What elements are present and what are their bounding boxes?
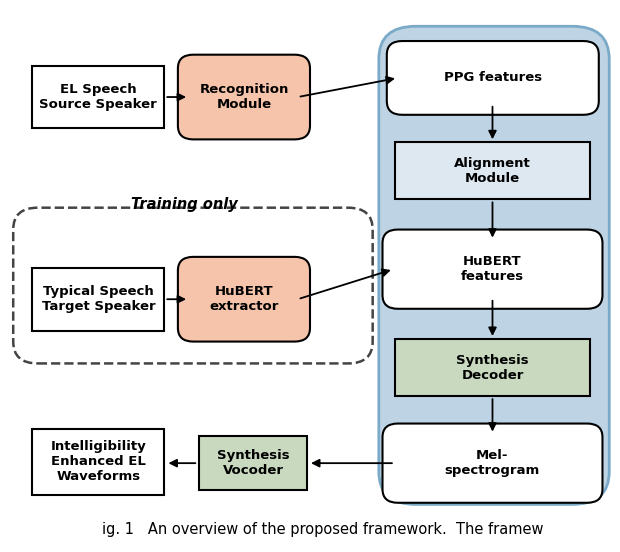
Text: EL Speech
Source Speaker: EL Speech Source Speaker	[40, 83, 157, 111]
FancyBboxPatch shape	[178, 55, 310, 140]
Text: Synthesis
Vocoder: Synthesis Vocoder	[217, 449, 290, 477]
FancyBboxPatch shape	[178, 257, 310, 342]
Text: Typical Speech
Target Speaker: Typical Speech Target Speaker	[42, 285, 155, 313]
Text: HuBERT
features: HuBERT features	[461, 255, 524, 283]
Text: ig. 1   An overview of the proposed framework.  The framew: ig. 1 An overview of the proposed framew…	[102, 522, 543, 537]
FancyBboxPatch shape	[383, 423, 603, 503]
FancyBboxPatch shape	[395, 339, 590, 396]
Text: Recognition
Module: Recognition Module	[199, 83, 289, 111]
FancyBboxPatch shape	[387, 41, 599, 115]
FancyBboxPatch shape	[200, 436, 307, 490]
Text: Training only: Training only	[131, 197, 237, 211]
Text: Mel-
spectrogram: Mel- spectrogram	[445, 449, 540, 477]
Text: HuBERT
extractor: HuBERT extractor	[210, 285, 278, 313]
FancyBboxPatch shape	[383, 230, 603, 309]
Text: PPG features: PPG features	[444, 71, 542, 84]
FancyBboxPatch shape	[32, 268, 164, 331]
FancyBboxPatch shape	[395, 142, 590, 199]
FancyBboxPatch shape	[32, 66, 164, 129]
Text: Synthesis
Decoder: Synthesis Decoder	[456, 353, 529, 381]
Text: Alignment
Module: Alignment Module	[454, 157, 531, 185]
FancyBboxPatch shape	[379, 26, 609, 505]
Text: Intelligibility
Enhanced EL
Waveforms: Intelligibility Enhanced EL Waveforms	[50, 440, 146, 484]
FancyBboxPatch shape	[32, 429, 164, 495]
